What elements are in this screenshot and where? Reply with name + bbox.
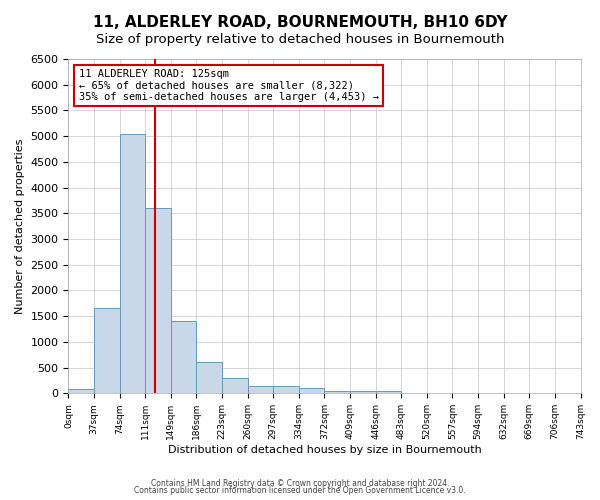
Bar xyxy=(273,386,299,394)
Text: Contains HM Land Registry data © Crown copyright and database right 2024.: Contains HM Land Registry data © Crown c… xyxy=(151,478,449,488)
Bar xyxy=(325,391,350,394)
Bar xyxy=(222,378,248,394)
Bar xyxy=(196,362,222,394)
Bar xyxy=(350,391,376,394)
Text: 11 ALDERLEY ROAD: 125sqm
← 65% of detached houses are smaller (8,322)
35% of sem: 11 ALDERLEY ROAD: 125sqm ← 65% of detach… xyxy=(79,69,379,102)
Bar xyxy=(376,391,401,394)
Y-axis label: Number of detached properties: Number of detached properties xyxy=(15,138,25,314)
Bar xyxy=(94,308,119,394)
Bar xyxy=(68,390,94,394)
Text: Size of property relative to detached houses in Bournemouth: Size of property relative to detached ho… xyxy=(96,32,504,46)
X-axis label: Distribution of detached houses by size in Bournemouth: Distribution of detached houses by size … xyxy=(167,445,481,455)
Text: Contains public sector information licensed under the Open Government Licence v3: Contains public sector information licen… xyxy=(134,486,466,495)
Bar xyxy=(299,388,325,394)
Bar xyxy=(119,134,145,394)
Bar xyxy=(171,322,196,394)
Bar xyxy=(248,386,273,394)
Text: 11, ALDERLEY ROAD, BOURNEMOUTH, BH10 6DY: 11, ALDERLEY ROAD, BOURNEMOUTH, BH10 6DY xyxy=(92,15,508,30)
Bar xyxy=(145,208,171,394)
